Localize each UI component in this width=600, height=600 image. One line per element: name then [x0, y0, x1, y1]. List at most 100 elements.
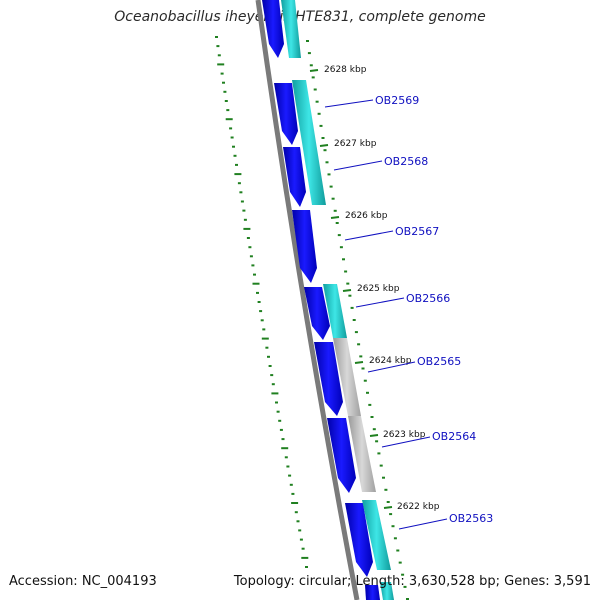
scale-tick-label: 2626 kbp: [345, 211, 388, 221]
scale-tick-label: 2623 kbp: [383, 430, 426, 440]
dotted-track-mark: [253, 273, 256, 276]
dotted-track-mark: [233, 154, 237, 157]
minor-tick-mark: [361, 367, 365, 370]
dotted-track-mark: [217, 54, 221, 57]
minor-tick-mark: [335, 222, 339, 224]
minor-tick-mark: [329, 185, 333, 188]
minor-tick-mark: [406, 598, 409, 600]
dotted-track-mark: [265, 346, 269, 349]
gene-label-leader: [324, 99, 374, 108]
dotted-track-mark: [252, 282, 260, 285]
gene-label-ob2568[interactable]: OB2568: [384, 155, 428, 168]
dotted-track-mark: [281, 447, 289, 450]
dotted-track-mark: [246, 237, 250, 239]
cds-track: [262, 0, 380, 600]
minor-tick-mark: [401, 573, 405, 576]
dotted-track-mark: [271, 392, 279, 395]
minor-tick-mark: [319, 124, 323, 127]
minor-tick-mark: [396, 549, 400, 552]
dotted-track-mark: [217, 63, 225, 66]
minor-tick-mark: [311, 76, 315, 79]
scale-tick-mark: [383, 506, 393, 509]
dotted-track-mark: [270, 374, 274, 377]
dotted-track-mark: [251, 264, 255, 267]
minor-tick-mark: [366, 391, 369, 394]
minor-tick-mark: [363, 379, 367, 382]
minor-tick-mark: [346, 282, 350, 285]
dotted-track-mark: [257, 301, 261, 303]
orf-track: [281, 0, 394, 600]
minor-tick-mark: [339, 246, 343, 249]
dotted-track-mark: [271, 383, 275, 386]
minor-tick-mark: [398, 561, 402, 564]
scale-tick-label: 2625 kbp: [357, 284, 400, 294]
minor-tick-track: [306, 40, 409, 600]
dotted-track-mark: [216, 45, 220, 48]
dotted-track-mark: [298, 529, 302, 532]
cds-feature: [292, 210, 317, 283]
dotted-track-mark: [249, 255, 253, 258]
dotted-track-mark: [225, 118, 233, 121]
dotted-track-mark: [239, 191, 243, 194]
dotted-track-mark: [267, 355, 270, 358]
gene-label-leader: [367, 361, 416, 373]
cds-feature: [262, 0, 284, 58]
dotted-track-mark: [261, 337, 269, 340]
minor-tick-mark: [333, 209, 337, 212]
dotted-track-mark: [222, 81, 225, 84]
dotted-track-mark: [223, 90, 227, 93]
minor-tick-mark: [342, 258, 345, 261]
scale-tick-mark: [309, 69, 319, 72]
dotted-track-mark: [259, 310, 263, 313]
dotted-track-mark: [299, 538, 303, 541]
genome-summary: Topology: circular; Length: 3,630,528 bp…: [233, 574, 591, 589]
dotted-track-mark: [232, 145, 235, 148]
accession-label: Accession: NC_004193: [9, 574, 157, 589]
minor-tick-mark: [359, 355, 363, 358]
orf-feature: [380, 582, 394, 600]
dotted-track-mark: [286, 465, 290, 468]
dotted-track-mark: [281, 438, 285, 441]
minor-tick-mark: [370, 416, 374, 418]
dotted-track-mark: [260, 319, 264, 322]
dotted-track-mark: [215, 36, 218, 38]
scale-tick-mark: [342, 289, 352, 292]
dotted-track-mark: [288, 474, 292, 477]
dotted-track-mark: [234, 173, 242, 176]
minor-tick-mark: [379, 464, 383, 467]
dotted-track-mark: [301, 547, 305, 550]
gene-label-ob2563[interactable]: OB2563: [449, 512, 493, 525]
minor-tick-mark: [352, 319, 356, 321]
genome-title: Oceanobacillus iheyensis HTE831, complet…: [114, 9, 486, 25]
dotted-track-mark: [226, 109, 230, 112]
dotted-track-mark: [220, 72, 224, 75]
dotted-track-mark: [275, 401, 278, 404]
minor-tick-mark: [389, 513, 393, 516]
dotted-track-mark: [248, 246, 252, 249]
gene-label-leader: [333, 160, 383, 171]
cds-feature: [365, 585, 380, 600]
minor-tick-mark: [357, 343, 361, 346]
scale-tick-mark: [319, 144, 329, 147]
gene-label-leader: [344, 230, 394, 241]
scale-ticks: 2628 kbp 2627 kbp 2626 kbp 2625 kbp 2624…: [309, 65, 440, 512]
dotted-track-mark: [240, 200, 244, 203]
dotted-track-mark: [224, 100, 228, 102]
minor-tick-mark: [315, 100, 319, 103]
dotted-track-mark: [243, 227, 251, 230]
dotted-track-mark: [291, 502, 299, 504]
minor-tick-mark: [384, 488, 388, 491]
dotted-track-mark: [276, 410, 280, 413]
gene-label-ob2565[interactable]: OB2565: [417, 355, 461, 368]
dotted-track-mark: [229, 127, 233, 130]
dotted-track-mark: [301, 556, 309, 559]
minor-tick-mark: [377, 452, 381, 455]
gene-label-ob2566[interactable]: OB2566: [406, 292, 450, 305]
gene-label-ob2569[interactable]: OB2569: [375, 94, 419, 107]
cds-feature: [345, 503, 373, 577]
minor-tick-mark: [309, 64, 313, 67]
gene-label-ob2567[interactable]: OB2567: [395, 225, 439, 238]
cds-feature: [283, 147, 306, 207]
gene-label-ob2564[interactable]: OB2564: [432, 430, 476, 443]
minor-tick-mark: [327, 173, 331, 176]
